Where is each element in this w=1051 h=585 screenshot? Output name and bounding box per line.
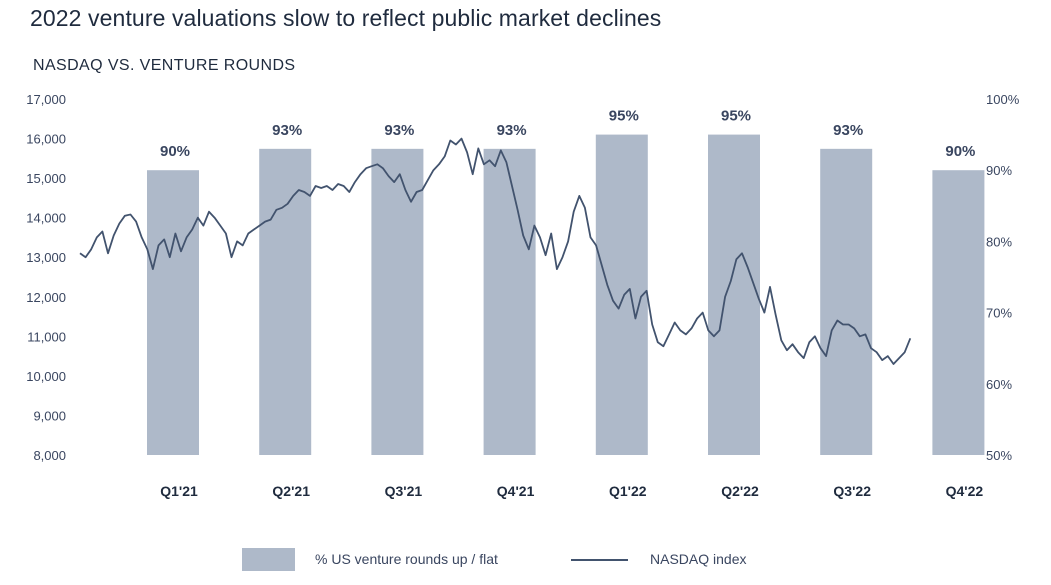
quarter-label: Q2'22 xyxy=(721,483,759,499)
left-axis-tick: 8,000 xyxy=(33,448,66,463)
venture-bar xyxy=(820,148,873,455)
quarter-label: Q3'22 xyxy=(833,483,871,499)
right-axis-tick: 70% xyxy=(986,306,1012,321)
bar-value-label: 93% xyxy=(384,122,414,139)
right-axis-tick: 90% xyxy=(986,163,1012,178)
right-axis-tick: 60% xyxy=(986,377,1012,392)
right-axis-tick: 50% xyxy=(986,448,1012,463)
chart-subtitle: NASDAQ VS. VENTURE ROUNDS xyxy=(33,57,296,74)
left-axis-tick: 13,000 xyxy=(26,250,66,265)
legend-line-swatch xyxy=(571,559,628,561)
quarter-label: Q2'21 xyxy=(272,483,310,499)
bar-value-label: 95% xyxy=(609,108,639,125)
venture-bar xyxy=(259,148,312,455)
nasdaq-line xyxy=(79,137,912,365)
left-axis-tick: 16,000 xyxy=(26,132,66,147)
venture-bar xyxy=(483,148,536,455)
right-axis-tick: 80% xyxy=(986,234,1012,249)
venture-bar xyxy=(932,170,985,455)
venture-bar xyxy=(708,134,760,455)
quarter-label: Q1'22 xyxy=(609,483,647,499)
venture-bar xyxy=(371,148,424,455)
right-axis-tick: 100% xyxy=(986,92,1020,107)
legend-bar-swatch xyxy=(242,548,295,571)
left-axis-tick: 17,000 xyxy=(26,92,66,107)
bar-value-label: 90% xyxy=(160,143,190,160)
quarter-label: Q3'21 xyxy=(385,483,423,499)
left-axis-tick: 14,000 xyxy=(26,211,66,226)
legend: % US venture rounds up / flat NASDAQ ind… xyxy=(0,548,1051,572)
chart-title: 2022 venture valuations slow to reflect … xyxy=(30,5,662,31)
quarter-label: Q4'22 xyxy=(946,483,984,499)
legend-bar-label: % US venture rounds up / flat xyxy=(315,551,498,567)
bar-value-label: 93% xyxy=(497,122,527,139)
quarter-label: Q1'21 xyxy=(160,483,198,499)
bar-value-label: 93% xyxy=(272,122,302,139)
left-axis-tick: 12,000 xyxy=(26,290,66,305)
left-axis-tick: 10,000 xyxy=(26,369,66,384)
bar-value-label: 93% xyxy=(833,122,863,139)
legend-line-label: NASDAQ index xyxy=(650,551,747,567)
bar-value-label: 90% xyxy=(945,143,975,160)
bar-value-label: 95% xyxy=(721,108,751,125)
left-axis-tick: 9,000 xyxy=(33,408,66,423)
left-axis-tick: 11,000 xyxy=(27,329,66,344)
venture-bar xyxy=(595,134,648,455)
left-axis-tick: 15,000 xyxy=(26,171,66,186)
venture-bar xyxy=(147,170,199,455)
chart-area: 90% 93% 93% 93% 95% 95% 93% 90% 8,000 9,000 10,00… xyxy=(26,92,1020,499)
quarter-label: Q4'21 xyxy=(497,483,535,499)
